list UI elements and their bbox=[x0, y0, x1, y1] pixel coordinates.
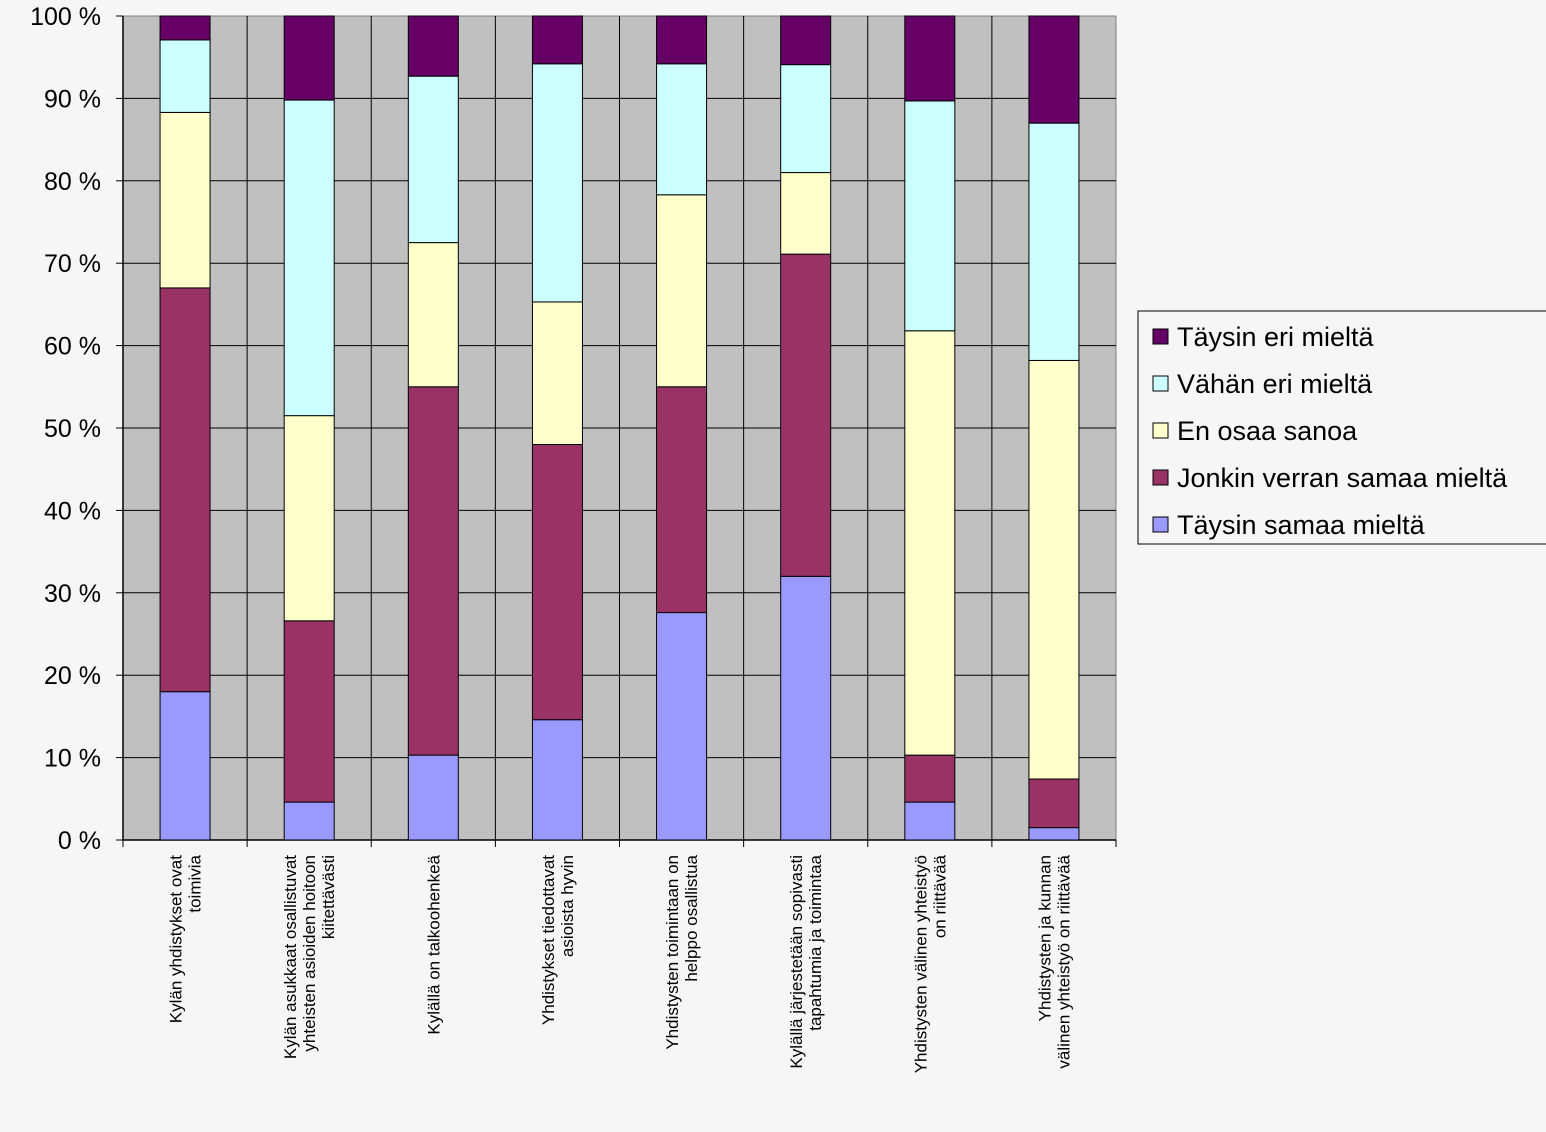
x-tick-label: Kylän yhdistykset ovat toimivia bbox=[167, 854, 205, 1023]
x-tick-label-line: välinen yhteistyö on riittävää bbox=[1054, 854, 1073, 1068]
legend-label: Täysin eri mieltä bbox=[1177, 322, 1375, 352]
y-tick-label: 20 % bbox=[44, 662, 101, 690]
bar-segment bbox=[657, 613, 707, 840]
x-tick-label: Kylällä järjestetään sopivasti tapahtumia… bbox=[787, 854, 825, 1068]
x-tick-label-line: on riittävää bbox=[930, 854, 949, 938]
bar-segment bbox=[781, 65, 831, 173]
bar-segment bbox=[532, 302, 582, 445]
bar-segment bbox=[905, 802, 955, 840]
bar-segment bbox=[284, 621, 334, 802]
bar-segment bbox=[160, 692, 210, 840]
y-tick-label: 80 % bbox=[44, 168, 101, 196]
bar-segment bbox=[160, 16, 210, 40]
x-tick-label: Kylällä on talkoohenkeä bbox=[424, 854, 443, 1034]
x-tick-label: Yhdistysten toimintaan on helppo osallist… bbox=[663, 854, 701, 1049]
legend-label: En osaa sanoa bbox=[1177, 416, 1358, 446]
x-tick-label-line: Kylällä järjestetään sopivasti bbox=[787, 855, 806, 1069]
bar-segment bbox=[1029, 779, 1079, 828]
bar-segment bbox=[905, 331, 955, 755]
x-tick-label-line: kiitettävästi bbox=[319, 855, 338, 939]
x-tick-label-line: Yhdistykset tiedottavat bbox=[539, 855, 558, 1025]
legend-swatch bbox=[1153, 517, 1168, 532]
x-tick-label-line: Kylällä on talkoohenkeä bbox=[424, 854, 443, 1034]
x-tick-label: Yhdistykset tiedottavat asioista hyvin bbox=[539, 855, 577, 1025]
legend-swatch bbox=[1153, 423, 1168, 438]
legend-label: Täysin samaa mieltä bbox=[1177, 510, 1426, 540]
bar-segment bbox=[657, 16, 707, 64]
bar-segment bbox=[905, 101, 955, 331]
bar-segment bbox=[160, 40, 210, 113]
bar-segment bbox=[408, 243, 458, 387]
x-tick-label-line: Yhdistysten ja kunnan bbox=[1035, 855, 1054, 1021]
bar-segment bbox=[408, 755, 458, 840]
y-tick-label: 100 % bbox=[30, 3, 101, 31]
y-tick-label: 10 % bbox=[44, 745, 101, 773]
bar-segment bbox=[657, 387, 707, 613]
bar-segment bbox=[1029, 123, 1079, 360]
bar-segment bbox=[160, 288, 210, 692]
bar-segment bbox=[160, 112, 210, 288]
bar-segment bbox=[408, 16, 458, 76]
bar-segment bbox=[657, 64, 707, 195]
bar-segment bbox=[1029, 16, 1079, 123]
bar-segment bbox=[1029, 828, 1079, 840]
x-tick-label-line: Kylän yhdistykset ovat bbox=[167, 855, 186, 1023]
bar-segment bbox=[905, 755, 955, 802]
bar-segment bbox=[284, 16, 334, 100]
x-tick-label-line: Yhdistysten toimintaan on bbox=[663, 855, 682, 1050]
legend-swatch bbox=[1153, 376, 1168, 391]
bar-segment bbox=[781, 16, 831, 65]
y-tick-label: 0 % bbox=[58, 827, 101, 855]
x-tick-label: Yhdistysten välinen yhteistyö on riittävä… bbox=[911, 854, 949, 1073]
bar-segment bbox=[781, 173, 831, 255]
bar-segment bbox=[532, 720, 582, 840]
bar-segment bbox=[1029, 360, 1079, 779]
x-tick-label-line: tapahtumia ja toimintaa bbox=[806, 854, 825, 1030]
y-tick-label: 40 % bbox=[44, 497, 101, 525]
bar-segment bbox=[532, 64, 582, 302]
legend-label: Jonkin verran samaa mieltä bbox=[1177, 463, 1508, 493]
x-tick-label: Kylän asukkaat osallistuvat yhteisten asi… bbox=[281, 855, 338, 1059]
x-tick-label-line: Kylän asukkaat osallistuvat bbox=[281, 855, 300, 1059]
x-tick-label-line: helppo osallistua bbox=[682, 854, 701, 981]
y-tick-label: 50 % bbox=[44, 415, 101, 443]
bar-segment bbox=[284, 802, 334, 840]
y-tick-label: 70 % bbox=[44, 250, 101, 278]
legend-swatch bbox=[1153, 329, 1168, 344]
bar-segment bbox=[532, 444, 582, 719]
bar-segment bbox=[657, 195, 707, 387]
bar-segment bbox=[408, 387, 458, 755]
bar-segment bbox=[284, 416, 334, 621]
bar-segment bbox=[408, 76, 458, 242]
x-tick-label-line: Yhdistysten välinen yhteistyö bbox=[911, 855, 930, 1073]
bar-segment bbox=[781, 254, 831, 576]
bar-segment bbox=[781, 576, 831, 840]
y-tick-label: 30 % bbox=[44, 580, 101, 608]
x-tick-label-line: toimivia bbox=[186, 854, 205, 912]
x-tick-label-line: yhteisten asioiden hoitoon bbox=[300, 855, 319, 1052]
x-tick-label: Yhdistysten ja kunnan välinen yhteistyö o… bbox=[1035, 854, 1073, 1068]
y-tick-label: 90 % bbox=[44, 85, 101, 113]
y-tick-label: 60 % bbox=[44, 333, 101, 361]
bar-segment bbox=[905, 16, 955, 101]
x-tick-label-line: asioista hyvin bbox=[558, 855, 577, 957]
legend-swatch bbox=[1153, 470, 1168, 485]
legend: Täysin eri mieltä Vähän eri mieltä En osaa… bbox=[1138, 311, 1546, 544]
bar-segment bbox=[532, 16, 582, 64]
bar-segment bbox=[284, 100, 334, 416]
legend-label: Vähän eri mieltä bbox=[1177, 369, 1373, 399]
plot-area: 0 % 10 % 20 % 30 % 40 % 50 % 60 % 70 % 80 % 90 % 1… bbox=[30, 3, 1116, 1073]
